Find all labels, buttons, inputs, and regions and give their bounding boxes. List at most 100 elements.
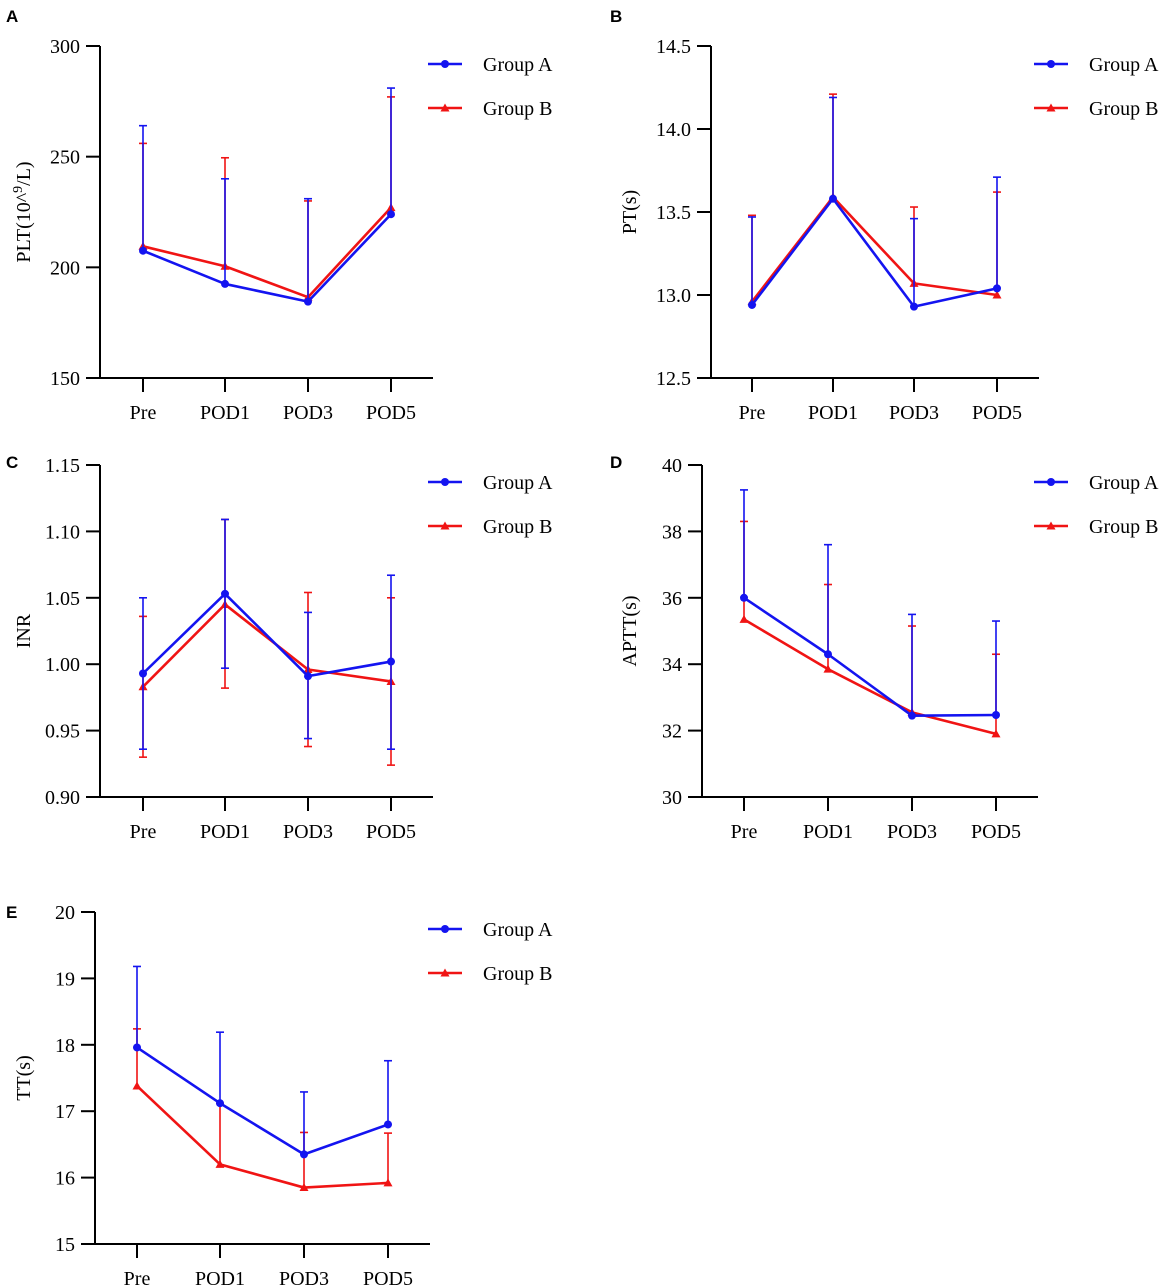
data-point (993, 284, 1001, 293)
y-tick-label: 15 (55, 1234, 75, 1256)
legend-label-group-a: Group A (1089, 54, 1159, 76)
y-tick-label: 34 (662, 654, 682, 676)
legend-marker-group-b (440, 103, 450, 112)
y-axis-label: INR (13, 613, 35, 648)
legend: Group A Group B (1034, 54, 1159, 120)
x-tick-label: POD3 (283, 402, 333, 424)
data-point (383, 1178, 393, 1187)
y-tick-label: 150 (50, 368, 80, 390)
x-tick-label: POD5 (363, 1268, 413, 1287)
y-tick-label: 1.15 (45, 455, 80, 477)
series-group-a (139, 518, 395, 750)
y-axis-label: PLT(10^9/L) (11, 161, 35, 262)
data-point (748, 300, 756, 309)
y-tick-label: 13.5 (656, 202, 691, 224)
x-tick-label: POD5 (971, 821, 1021, 843)
series-line (136, 1085, 389, 1189)
x-tick-label: Pre (130, 402, 157, 424)
series-group-a (748, 96, 1001, 311)
legend-marker-group-b (440, 521, 450, 530)
data-point (221, 279, 229, 288)
panel-a: A 150 200 250 300 Pre POD1 POD3 POD5 PLT(10^9/L) G… (6, 7, 553, 424)
series-line (743, 618, 997, 736)
legend-marker-group-a (1047, 478, 1055, 486)
legend-marker-group-a (441, 925, 449, 933)
data-point (215, 1159, 225, 1168)
data-point (139, 669, 147, 678)
x-tick-label: POD3 (889, 402, 939, 424)
data-point (132, 1081, 142, 1090)
series-group-b (739, 520, 1001, 738)
panel-c: C 0.90 0.95 1.00 1.05 1.10 1.15 Pre POD1 POD3 POD5… (6, 453, 553, 843)
series-group-a (139, 87, 395, 306)
y-tick-label: 16 (55, 1168, 75, 1190)
y-axis-label-tail: /L) (13, 161, 35, 185)
y-tick-label: 200 (50, 257, 80, 279)
legend: Group A Group B (428, 472, 553, 538)
legend-label-group-b: Group B (483, 963, 552, 985)
data-point (908, 711, 916, 720)
data-point (221, 589, 229, 598)
y-tick-label: 30 (662, 787, 682, 809)
y-tick-label: 250 (50, 147, 80, 169)
data-point (829, 194, 837, 203)
y-tick-label: 36 (662, 588, 682, 610)
y-tick-label: 0.90 (45, 787, 80, 809)
y-tick-label: 20 (55, 902, 75, 924)
legend: Group A Group B (428, 54, 553, 120)
panel-label: A (6, 7, 18, 26)
data-point (387, 657, 395, 666)
y-tick-label: 17 (55, 1101, 75, 1123)
data-point (387, 210, 395, 219)
series-group-a (740, 489, 1000, 720)
y-tick-label: 0.95 (45, 721, 80, 743)
panel-label: C (6, 453, 18, 472)
series-line (750, 195, 998, 303)
legend-marker-group-a (1047, 60, 1055, 68)
legend-label-group-b: Group B (483, 98, 552, 120)
y-axis-label: TT(s) (13, 1055, 35, 1101)
panel-d: D 30 32 34 36 38 40 Pre POD1 POD3 POD5 APTT(s) Group… (610, 453, 1159, 843)
y-tick-label: 12.5 (656, 368, 691, 390)
series-group-b (747, 93, 1002, 306)
legend-marker-group-b (440, 968, 450, 977)
legend: Group A Group B (428, 919, 553, 985)
x-tick-label: POD1 (808, 402, 858, 424)
panel-label: D (610, 453, 622, 472)
data-point (384, 1120, 392, 1129)
series-group-b (138, 96, 396, 301)
y-axis-label-base: PLT(10^ (13, 192, 35, 262)
panel-e: E 15 16 17 18 19 20 Pre POD1 POD3 POD5 TT(s) Group A… (6, 902, 553, 1287)
y-tick-label: 13.0 (656, 285, 691, 307)
x-tick-label: Pre (130, 821, 157, 843)
panel-b: B 12.5 13.0 13.5 14.0 14.5 Pre POD1 POD3 POD5 PT(s… (610, 7, 1159, 424)
data-point (992, 710, 1000, 719)
legend-marker-group-b (1046, 103, 1056, 112)
y-tick-label: 19 (55, 968, 75, 990)
data-point (216, 1099, 224, 1108)
data-point (304, 297, 312, 306)
x-tick-label: POD3 (279, 1268, 329, 1287)
data-point (304, 672, 312, 681)
legend-label-group-a: Group A (483, 54, 553, 76)
y-axis-label-sup: 9 (11, 186, 26, 193)
y-tick-label: 40 (662, 455, 682, 477)
series-group-b (132, 1028, 393, 1192)
data-point (300, 1150, 308, 1159)
y-tick-label: 18 (55, 1035, 75, 1057)
legend-label-group-b: Group B (483, 516, 552, 538)
data-point (824, 650, 832, 659)
series-line (743, 596, 997, 717)
legend-label-group-a: Group A (483, 472, 553, 494)
legend-label-group-a: Group A (483, 919, 553, 941)
x-tick-label: POD5 (972, 402, 1022, 424)
legend-marker-group-a (441, 478, 449, 486)
x-tick-label: POD1 (200, 821, 250, 843)
y-tick-label: 1.10 (45, 521, 80, 543)
x-tick-label: Pre (124, 1268, 151, 1287)
panel-label: E (6, 903, 17, 922)
series-line (142, 206, 392, 299)
series-line (142, 603, 392, 688)
legend-marker-group-b (1046, 521, 1056, 530)
